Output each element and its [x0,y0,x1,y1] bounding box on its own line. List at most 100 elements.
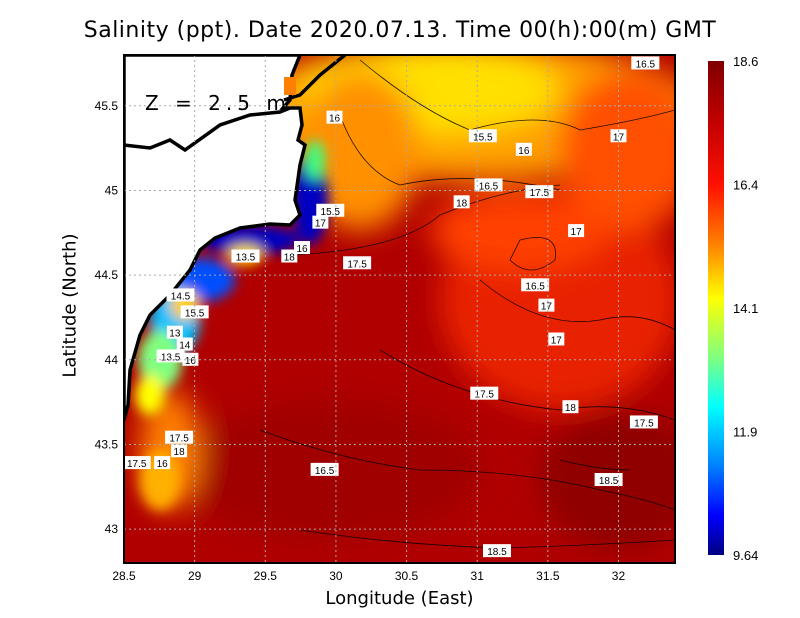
y-tick-label: 45 [105,183,119,197]
contour-label-text: 17.5 [347,259,367,270]
y-tick-label: 45.5 [95,99,119,113]
contour-label-box [312,215,329,229]
contour-label-text: 18 [456,198,468,209]
contour-label-text: 15.5 [321,207,341,218]
x-tick-label: 31 [471,569,485,583]
contour-label: 15.5 [316,203,345,218]
contour-label-box [468,129,497,143]
contour-label-text: 16 [518,146,530,157]
contour-label-box [231,249,260,263]
contour-label-box [525,185,554,199]
plot-frame [123,54,676,564]
contour-label: 18.5 [482,544,511,558]
contour-label-box [548,332,565,346]
contour-label-box [176,337,193,351]
contour-label-text: 13 [169,329,181,340]
contour-label-box [166,288,195,302]
contour-label-text: 16 [185,356,197,367]
contour-label-box [521,278,550,292]
contour-label-box [453,195,470,209]
contour-label: 16.5 [310,462,339,477]
contour-label-text: 16.5 [525,281,545,292]
contour-label: 17.5 [165,430,194,445]
contour-label-text: 16.5 [636,59,656,70]
y-axis-label: Latitude (North) [59,233,81,378]
contour-label-box [631,56,660,70]
contour-label-box [294,241,311,255]
contour-label-text: 17.5 [169,434,189,445]
contour-label: 18.5 [594,473,623,487]
contour-label: 15.5 [180,305,209,319]
y-tick-label: 43 [105,522,119,536]
y-tick-label: 44 [105,353,119,367]
contour-label-text: 17.5 [530,188,550,199]
contour-label: 16.5 [474,178,503,192]
contour-label-text: 17 [541,302,553,313]
contour-label: 17.5 [629,415,658,429]
colorbar-labels: 18.6 16.4 14.1 11.9 9.64 [733,54,758,563]
contour-label-text: 16.5 [479,181,499,192]
contour-label-box [482,544,511,558]
contour-label-box [316,203,345,217]
contour-label-box [326,110,343,124]
y-tick-label: 44.5 [95,268,119,282]
contour-label-text: 16 [296,244,308,255]
contour-label: 17.5 [470,386,499,401]
y-tick-label: 43.5 [95,437,119,451]
contour-labels: 16.51615.5161716.517.5181715.51717.51813… [124,56,660,558]
contour-label-text: 18 [565,403,577,414]
contour-label-box [568,224,585,238]
contour-label-text: 17 [551,335,563,346]
coastline [124,106,291,153]
contour-label-text: 17 [571,227,583,238]
contour-label: 14 [176,337,193,352]
contour-label-box [124,456,151,470]
contour-label: 16 [294,241,311,255]
contour-label-box [154,456,171,470]
x-tick-label: 28.5 [112,569,136,583]
contour-label: 17 [568,224,585,238]
contour-label: 17 [312,215,329,230]
contour-label: 17 [548,332,565,346]
colorbar-label: 16.4 [733,178,758,193]
contour-label: 18 [562,400,579,414]
contour-label: 15.5 [468,129,497,143]
contour-label: 16 [326,110,343,125]
contour-label: 13 [166,325,183,340]
contour-label-text: 18.5 [599,476,619,487]
contour-label-text: 18 [174,447,186,458]
contour-label-text: 17.5 [127,459,147,470]
contour-label-text: 14 [179,341,191,352]
contour-label: 16 [515,142,532,157]
contour-label-box [594,473,623,487]
contour-label-box [281,249,298,263]
contour-label-text: 13.5 [236,253,256,264]
contour-label-text: 16.5 [315,466,335,477]
colorbar-label: 9.64 [733,548,758,563]
contour-label: 18 [453,195,470,209]
contour-label-box [166,325,183,339]
contour-label-box [171,444,188,458]
contour-label: 16.5 [521,278,550,292]
contour-label: 17 [538,298,555,313]
depth-label: Z = 2.5 m [145,91,291,115]
contour-label: 18 [281,249,298,264]
colorbar-label: 11.9 [733,425,757,440]
contour-label-text: 18.5 [487,547,507,558]
contour-label: 13.5 [231,249,260,264]
colorbar-label: 14.1 [733,301,758,316]
x-tick-label: 31.5 [536,569,560,583]
contour-label: 18 [171,444,188,458]
contour-label-box [562,400,579,414]
x-tick-label: 30 [329,569,343,583]
grid [124,55,675,563]
axis-ticks: 28.5 29 29.5 30 30.5 31 31.5 32 43 43.5 44 44.5 45 45… [95,99,626,583]
land-mass [124,55,307,421]
contour-label: 14.5 [166,288,195,302]
contour-label-text: 15.5 [185,308,205,319]
contour-label: 16 [154,456,171,470]
contour-label-box [310,462,339,476]
contour-label-box [474,178,503,192]
salinity-field: 16.51615.5161716.517.5181715.51717.51813… [124,55,675,563]
